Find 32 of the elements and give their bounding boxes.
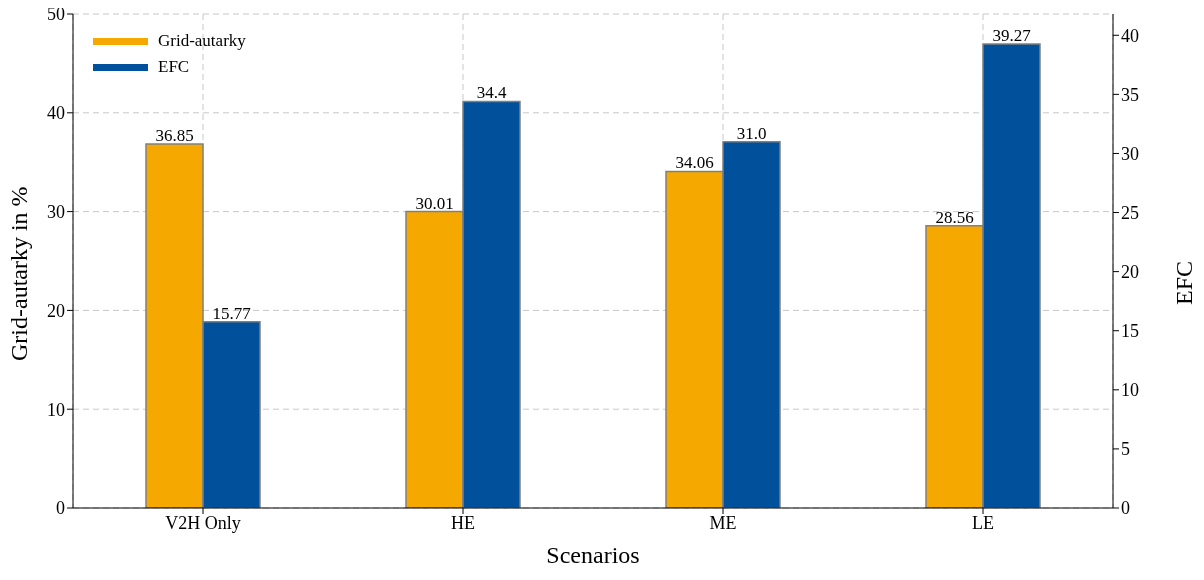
y-tick-label: 10 <box>47 399 65 420</box>
y-tick-label: 20 <box>47 300 65 321</box>
legend-label: EFC <box>158 56 190 78</box>
y2-tick-label: 20 <box>1121 262 1139 283</box>
y2-tick-label: 30 <box>1121 143 1139 164</box>
data-label: 28.56 <box>935 207 974 227</box>
data-label: 31.0 <box>736 123 767 143</box>
y2-tick-label: 40 <box>1121 25 1139 46</box>
y2-tick-label: 0 <box>1121 498 1130 519</box>
y2-tick-label: 15 <box>1121 321 1139 342</box>
y-axis-title: Grid-autarky in % <box>5 186 32 361</box>
y-tick-label: 30 <box>47 201 65 222</box>
data-label: 34.4 <box>476 83 507 103</box>
x-tick-label: HE <box>451 512 475 533</box>
data-label: 15.77 <box>212 303 252 323</box>
y2-tick-label: 10 <box>1121 380 1139 401</box>
x-tick-label: LE <box>972 512 994 533</box>
x-axis-title: Scenarios <box>546 542 640 568</box>
x-tick-label: ME <box>709 512 737 533</box>
y2-tick-label: 35 <box>1121 84 1139 105</box>
y-tick-label: 50 <box>47 4 65 25</box>
legend-label: Grid-autarky <box>158 30 246 52</box>
data-label: 36.85 <box>155 125 194 145</box>
data-label: 34.06 <box>675 153 714 173</box>
y2-tick-label: 5 <box>1121 439 1130 460</box>
y-tick-label: 0 <box>56 498 65 519</box>
y-tick-label: 40 <box>47 103 65 124</box>
y2-tick-label: 25 <box>1121 202 1139 223</box>
data-label: 39.27 <box>992 25 1032 45</box>
data-label: 30.01 <box>415 193 454 213</box>
x-tick-label: V2H Only <box>165 512 241 533</box>
y2-axis-title: EFC <box>1170 261 1197 306</box>
